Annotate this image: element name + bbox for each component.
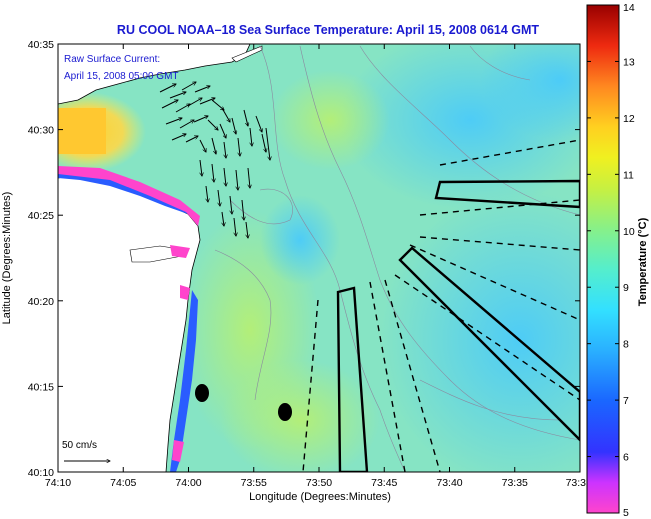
- y-tick-label: 40:30: [28, 125, 54, 137]
- y-tick-label: 40:15: [28, 381, 54, 393]
- x-tick-label: 73:45: [371, 477, 397, 489]
- colorbar-tick-label: 13: [623, 56, 635, 68]
- x-axis: 74:10 74:05 74:00 73:55 73:50 73:45 73:40 73:35…: [45, 44, 586, 489]
- colorbar-label: Temperature (°C): [637, 217, 649, 306]
- colorbar-tick-label: 8: [623, 339, 629, 351]
- current-vectors: [159, 82, 270, 238]
- x-tick-label: 73:55: [241, 477, 267, 489]
- colorbar-tick-label: 14: [623, 2, 635, 14]
- x-tick-label: 73:35: [502, 477, 528, 489]
- colorbar-tick-label: 12: [623, 113, 635, 125]
- colorbar-tick-label: 5: [623, 507, 629, 519]
- scale-label: 50 cm/s: [62, 440, 97, 451]
- y-tick-label: 40:10: [28, 467, 54, 479]
- x-tick-label: 74:00: [175, 477, 201, 489]
- colorbar-ticks: 14 13 12 11 10 9 8 7 6 5: [587, 2, 635, 519]
- y-axis: 40:35 40:30 40:25 40:20 40:15 40:10: [28, 39, 580, 479]
- dashed-transects: [302, 139, 580, 472]
- map-title: RU COOL NOAA–18 Sea Surface Temperature:…: [116, 23, 540, 37]
- y-tick-label: 40:35: [28, 39, 54, 51]
- x-axis-label: Longitude (Degrees:Minutes): [249, 491, 391, 503]
- x-tick-label: 73:40: [436, 477, 462, 489]
- y-tick-label: 40:25: [28, 210, 54, 222]
- y-tick-label: 40:20: [28, 296, 54, 308]
- station-marker: [278, 403, 292, 421]
- x-tick-label: 73:3: [566, 477, 587, 489]
- current-label: Raw Surface Current:: [64, 54, 160, 65]
- sampling-corridors: [336, 179, 580, 472]
- colorbar-tick-label: 9: [623, 282, 629, 294]
- isobath-contours: [214, 45, 580, 472]
- colorbar-tick-label: 10: [623, 226, 635, 238]
- colorbar-tick-label: 11: [623, 169, 634, 181]
- colorbar: [586, 4, 620, 514]
- x-tick-label: 74:10: [45, 477, 71, 489]
- x-tick-label: 74:05: [110, 477, 136, 489]
- station-marker: [195, 384, 209, 402]
- y-axis-label: Latitude (Degrees:Minutes): [1, 192, 13, 325]
- colorbar-tick-label: 7: [623, 395, 629, 407]
- sst-map: [58, 44, 580, 472]
- x-tick-label: 73:50: [306, 477, 332, 489]
- colorbar-tick-label: 6: [623, 452, 629, 464]
- current-time: April 15, 2008 05:00 GMT: [64, 71, 179, 82]
